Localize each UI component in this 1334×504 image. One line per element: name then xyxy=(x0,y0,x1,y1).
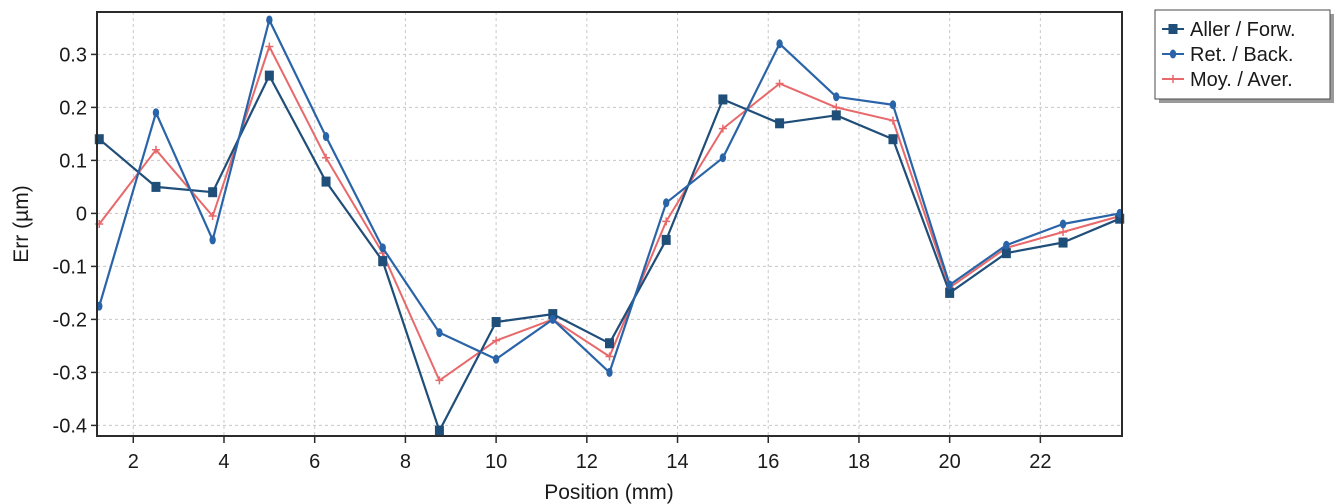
x-tick-label: 20 xyxy=(939,451,961,473)
legend-marker xyxy=(1169,49,1177,59)
data-point xyxy=(775,79,784,88)
legend-label: Moy. / Aver. xyxy=(1190,69,1293,91)
x-tick-label: 10 xyxy=(485,451,507,473)
y-tick-label: -0.4 xyxy=(53,415,87,437)
series-layer xyxy=(94,15,1125,436)
data-point xyxy=(605,338,614,349)
data-point xyxy=(322,132,330,142)
y-tick-label: 0 xyxy=(76,203,87,225)
data-point xyxy=(208,187,218,198)
data-point xyxy=(152,108,160,118)
x-tick-label: 18 xyxy=(848,451,870,473)
data-point xyxy=(94,134,104,145)
y-axis-title: Err (µm) xyxy=(10,185,33,262)
plot-area xyxy=(94,11,1125,437)
data-point xyxy=(264,70,274,81)
data-point xyxy=(548,309,558,320)
data-point xyxy=(1058,237,1068,248)
data-point xyxy=(718,94,728,105)
data-point xyxy=(321,176,331,187)
data-point xyxy=(435,376,444,385)
x-tick-label: 14 xyxy=(666,451,688,473)
data-point xyxy=(775,118,785,129)
y-tick-label: -0.2 xyxy=(53,309,87,331)
series-1 xyxy=(94,70,1125,436)
x-tick-label: 6 xyxy=(309,451,320,473)
plot-frame xyxy=(96,11,1123,437)
legend-label: Ret. / Back. xyxy=(1190,44,1293,66)
data-point xyxy=(265,42,274,51)
data-point xyxy=(718,124,727,133)
series-2 xyxy=(96,15,1123,377)
data-point xyxy=(266,15,273,25)
plot-background xyxy=(97,12,1122,436)
grid-lines xyxy=(97,12,1122,436)
data-point xyxy=(151,145,160,154)
data-point xyxy=(1059,227,1068,236)
legend-items: Aller / Forw. Ret. / Back. Moy. / Aver. xyxy=(1162,19,1296,91)
data-point xyxy=(662,198,670,208)
data-point xyxy=(208,212,217,221)
data-point xyxy=(209,235,216,245)
x-axis-title: Position (mm) xyxy=(544,481,674,504)
data-point xyxy=(322,153,331,162)
data-point xyxy=(606,367,613,377)
data-point xyxy=(945,287,955,298)
legend-item: Ret. / Back. xyxy=(1162,44,1293,66)
x-tick-label: 8 xyxy=(400,451,411,473)
data-point xyxy=(549,314,557,324)
legend-marker xyxy=(1168,24,1178,34)
y-tick-label: 0.2 xyxy=(59,97,87,119)
y-tick-label: 0.1 xyxy=(59,150,87,172)
x-tick-label: 4 xyxy=(218,451,229,473)
legend: Aller / Forw. Ret. / Back. Moy. / Aver. xyxy=(1154,9,1334,103)
data-point xyxy=(434,425,444,436)
legend-item: Moy. / Aver. xyxy=(1162,69,1293,91)
x-axis: 2 4 6 8 10 12 14 16 18 20 22 xyxy=(128,436,1051,473)
data-point xyxy=(1001,248,1011,259)
data-point xyxy=(1059,219,1067,229)
x-tick-label: 16 xyxy=(757,451,779,473)
y-tick-label: -0.3 xyxy=(53,362,87,384)
y-tick-label: -0.1 xyxy=(53,256,87,278)
data-point xyxy=(661,234,671,245)
data-point xyxy=(1115,213,1125,224)
data-point xyxy=(776,39,783,49)
data-point xyxy=(833,92,840,102)
data-point xyxy=(378,256,388,267)
legend-label: Aller / Forw. xyxy=(1190,19,1296,41)
data-point xyxy=(831,110,841,121)
legend-box xyxy=(1154,9,1331,100)
data-point xyxy=(492,336,501,345)
data-point xyxy=(605,352,614,361)
data-point xyxy=(889,100,897,110)
data-point xyxy=(662,217,671,226)
data-point xyxy=(492,354,500,364)
data-point xyxy=(888,134,898,145)
data-point xyxy=(719,153,727,163)
data-point xyxy=(151,181,161,192)
data-point xyxy=(946,280,953,290)
data-point xyxy=(1003,240,1010,250)
x-tick-label: 22 xyxy=(1029,451,1051,473)
data-point xyxy=(888,116,897,125)
data-point xyxy=(491,317,501,328)
y-axis: -0.4 -0.3 -0.2 -0.1 0 0.1 0.2 0.3 xyxy=(53,44,97,437)
x-tick-label: 12 xyxy=(576,451,598,473)
x-tick-label: 2 xyxy=(128,451,139,473)
data-point xyxy=(379,243,386,253)
data-point xyxy=(832,103,841,112)
legend-item: Aller / Forw. xyxy=(1162,19,1296,41)
y-tick-label: 0.3 xyxy=(59,44,87,66)
data-point xyxy=(436,328,443,338)
legend-marker xyxy=(1169,75,1177,83)
